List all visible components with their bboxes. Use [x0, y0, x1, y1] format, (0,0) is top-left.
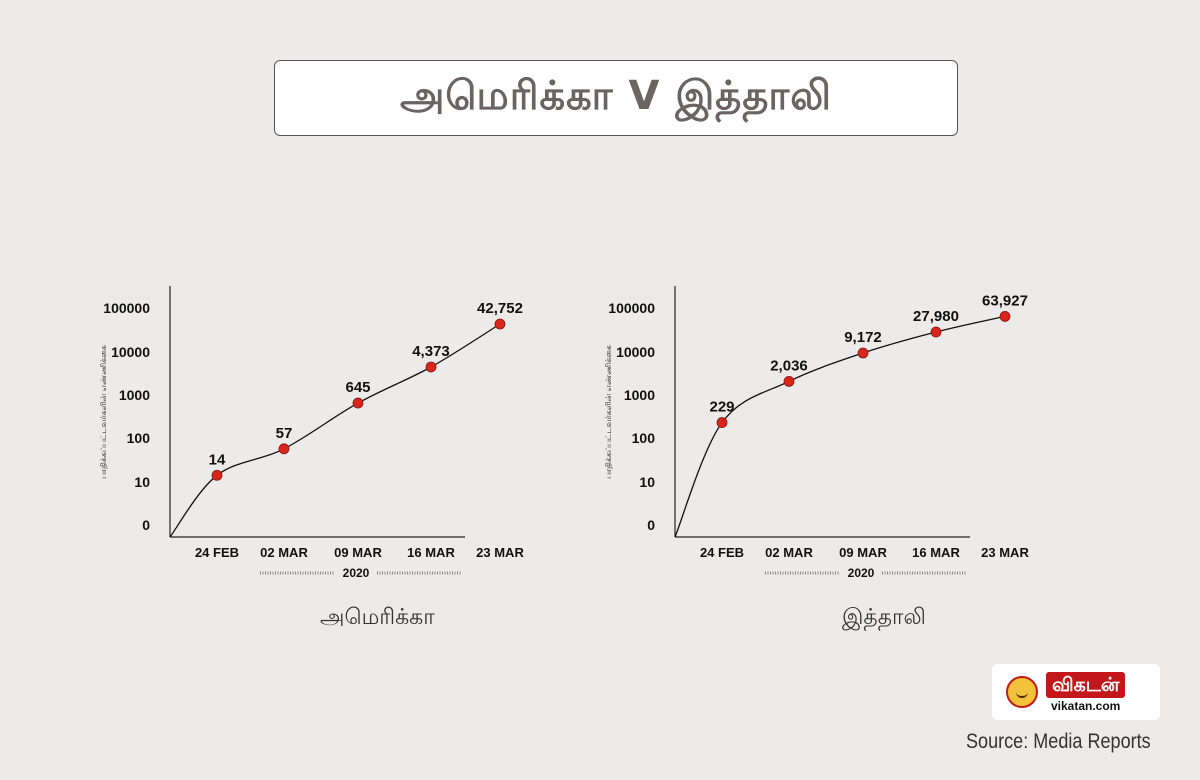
data-label: 14 [209, 451, 226, 468]
data-point[interactable] [278, 443, 290, 455]
chart-usa: 100000100001000100100பாதிக்கப்பட்டவர்களி… [99, 286, 524, 580]
data-label: 4,373 [412, 343, 450, 360]
x-tick-label: 23 MAR [981, 545, 1029, 560]
data-point[interactable] [716, 417, 728, 428]
data-label: 2,036 [770, 357, 808, 374]
x-tick-label: 02 MAR [260, 545, 308, 560]
source-note: Source: Media Reports [966, 730, 1151, 753]
x-tick-label: 16 MAR [407, 545, 455, 560]
data-label: 27,980 [913, 308, 959, 325]
vikatan-logo[interactable]: விகடன் vikatan.com [992, 664, 1160, 720]
page-title: அமெரிக்கா V இத்தாலி [399, 72, 833, 119]
year-label: 2020 [848, 566, 875, 580]
chart-italy: 100000100001000100100பாதிக்கப்பட்டவர்களி… [604, 286, 1029, 580]
y-tick-label: 100000 [103, 300, 150, 316]
y-axis-title: பாதிக்கப்பட்டவர்களின் எண்ணிக்கை [604, 345, 613, 479]
data-label: 645 [345, 379, 370, 396]
y-tick-label: 10000 [111, 344, 150, 360]
x-tick-label: 09 MAR [839, 545, 887, 560]
y-tick-label: 10 [639, 474, 655, 490]
data-label: 57 [276, 425, 293, 442]
x-tick-label: 24 FEB [700, 545, 744, 560]
data-point[interactable] [352, 397, 364, 409]
chart-caption-italy: இத்தாலி [842, 605, 926, 630]
y-tick-label: 100 [632, 430, 656, 446]
y-tick-label: 1000 [119, 387, 150, 403]
y-tick-label: 100000 [608, 300, 655, 316]
y-tick-label: 10000 [616, 344, 655, 360]
data-label: 63,927 [982, 292, 1028, 309]
data-point[interactable] [211, 469, 223, 481]
x-tick-label: 16 MAR [912, 545, 960, 560]
x-tick-label: 09 MAR [334, 545, 382, 560]
data-point[interactable] [999, 311, 1011, 322]
title-box: அமெரிக்கா V இத்தாலி [274, 60, 958, 136]
chart-caption-usa: அமெரிக்கா [320, 605, 435, 630]
logo-url: vikatan.com [1050, 698, 1121, 713]
x-tick-label: 02 MAR [765, 545, 813, 560]
data-label: 9,172 [844, 329, 882, 346]
y-tick-label: 100 [127, 430, 151, 446]
year-label: 2020 [343, 566, 370, 580]
series-line [169, 323, 501, 538]
data-point[interactable] [425, 361, 437, 373]
data-point[interactable] [494, 318, 506, 330]
y-tick-label: 0 [142, 517, 150, 533]
data-point[interactable] [783, 375, 795, 387]
y-tick-label: 1000 [624, 387, 655, 403]
data-point[interactable] [930, 326, 942, 338]
y-tick-label: 10 [134, 474, 150, 490]
x-tick-label: 24 FEB [195, 545, 239, 560]
data-point[interactable] [857, 347, 869, 359]
data-label: 229 [709, 399, 734, 416]
y-tick-label: 0 [647, 517, 655, 533]
mascot-face-icon [1006, 676, 1038, 708]
logo-name: விகடன் [1046, 671, 1126, 698]
x-tick-label: 23 MAR [476, 545, 524, 560]
data-label: 42,752 [477, 300, 523, 317]
y-axis-title: பாதிக்கப்பட்டவர்களின் எண்ணிக்கை [99, 345, 108, 479]
